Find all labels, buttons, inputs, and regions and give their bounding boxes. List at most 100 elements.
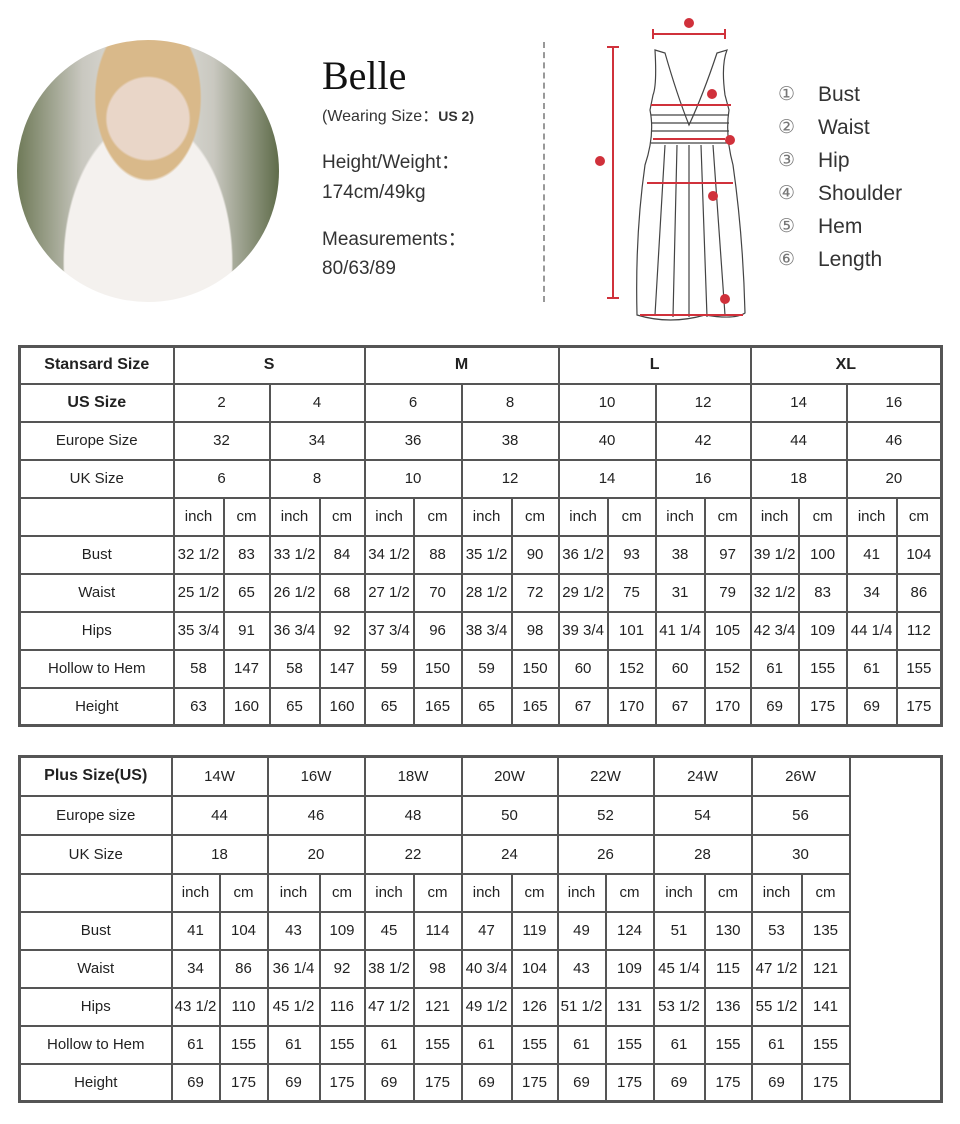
table-cell: 175 [218,1062,269,1103]
table-cell: 147 [222,648,271,689]
table-cell: 29 1/2 [557,572,609,613]
unit-header: inch [654,496,706,537]
table-cell: 31 [654,572,706,613]
table-cell: 43 [556,948,607,989]
unit-header: inch [170,872,221,913]
table-cell: 25 1/2 [172,572,225,613]
table-cell: 36 [363,420,463,461]
legend-item: ⑥ Length [778,243,902,276]
table-cell: 69 [845,686,898,727]
legend-item: ⑤ Hem [778,210,902,243]
table-cell: 69 [363,1062,415,1103]
table-row: Hips 43 1/2 110 45 1/2 116 47 1/2 121 49 1/2 126… [18,986,942,1027]
table-cell: 170 [703,686,752,727]
table-cell: 58 [268,648,321,689]
table-cell: 32 1/2 [749,572,800,613]
legend-label: Shoulder [818,181,903,205]
table-cell: 10 [363,458,463,499]
size-group-header: XL [749,345,943,385]
table-cell: 38 3/4 [460,610,513,651]
table-cell: 101 [606,610,657,651]
empty-cell [18,872,173,913]
table-cell: 69 [170,1062,221,1103]
table-cell: 69 [556,1062,607,1103]
table-cell: 69 [652,1062,706,1103]
table-row: UK Size 6 8 10 12 14 16 18 20 [18,458,943,499]
unit-header: inch [845,496,898,537]
table-cell: 24 [460,833,559,875]
table-cell: 36 3/4 [268,610,321,651]
table-cell: 175 [604,1062,655,1103]
row-header: Waist [18,572,175,613]
unit-header: inch [460,496,513,537]
unit-header: cm [797,496,848,537]
table-cell: 130 [703,910,753,951]
table-cell: 28 1/2 [460,572,513,613]
row-header: Hips [18,986,173,1027]
table-cell: 61 [363,1024,415,1065]
table-cell: 100 [797,534,848,575]
table-cell: 67 [557,686,609,727]
table-cell: 6 [172,458,271,499]
unit-header: inch [460,872,513,913]
table-cell: 34 1/2 [363,534,415,575]
table-cell: 116 [318,986,366,1027]
row-header: Plus Size(US) [18,755,173,797]
table-cell: 155 [800,1024,851,1065]
divider [543,42,545,302]
table-cell: 60 [654,648,706,689]
table-cell: 18 [170,833,269,875]
table-cell: 119 [510,910,559,951]
table-cell: 61 [652,1024,706,1065]
dress-measurement-diagram [595,18,746,321]
legend-label: Length [818,247,883,271]
table-cell: 121 [412,986,463,1027]
legend-number: ③ [778,150,796,171]
table-cell: 18W [363,755,463,797]
table-cell: 43 [266,910,321,951]
table-cell: 175 [703,1062,753,1103]
table-cell: 20 [266,833,366,875]
table-cell: 69 [266,1062,321,1103]
table-cell: 175 [412,1062,463,1103]
size-group-header: M [363,345,560,385]
unit-header: inch [749,496,800,537]
table-cell: 105 [703,610,752,651]
table-cell: 45 [363,910,415,951]
table-cell: 26 [556,833,655,875]
table-cell: 104 [895,534,943,575]
row-header: UK Size [18,833,173,875]
table-cell: 150 [412,648,463,689]
measurements-label: Measurements： [322,229,467,250]
unit-header: inch [268,496,321,537]
table-cell: 55 1/2 [750,986,803,1027]
table-cell: 110 [218,986,269,1027]
table-cell: 35 1/2 [460,534,513,575]
table-cell: 46 [845,420,943,461]
table-cell: 22 [363,833,463,875]
table-cell: 131 [604,986,655,1027]
table-cell: 27 1/2 [363,572,415,613]
table-cell: 155 [412,1024,463,1065]
row-header: Hollow to Hem [18,1024,173,1065]
height-weight-label: Height/Weight： [322,152,460,173]
unit-header: inch [652,872,706,913]
table-cell: 47 1/2 [750,948,803,989]
table-cell: 41 1/4 [654,610,706,651]
table-cell: 61 [460,1024,513,1065]
table-row: Height 63 160 65 160 65 165 65 165 67 170 67 170 69 17… [18,686,943,727]
table-cell: 88 [412,534,463,575]
legend-item: ② Waist [778,111,902,144]
table-cell: 79 [703,572,752,613]
table-cell: 93 [606,534,657,575]
table-row: Bust 32 1/2 83 33 1/2 84 34 1/2 88 35 1/2 90 36 1… [18,534,943,575]
table-row: Waist 25 1/2 65 26 1/2 68 27 1/2 70 28 1/2 72 29 … [18,572,943,613]
table-cell: 45 1/2 [266,986,321,1027]
table-cell: 67 [654,686,706,727]
unit-header: cm [222,496,271,537]
table-row: Europe Size 32 34 36 38 40 42 44 46 [18,420,943,461]
unit-header: inch [750,872,803,913]
table-cell: 152 [703,648,752,689]
legend-label: Waist [818,115,870,139]
unit-header: cm [703,872,753,913]
